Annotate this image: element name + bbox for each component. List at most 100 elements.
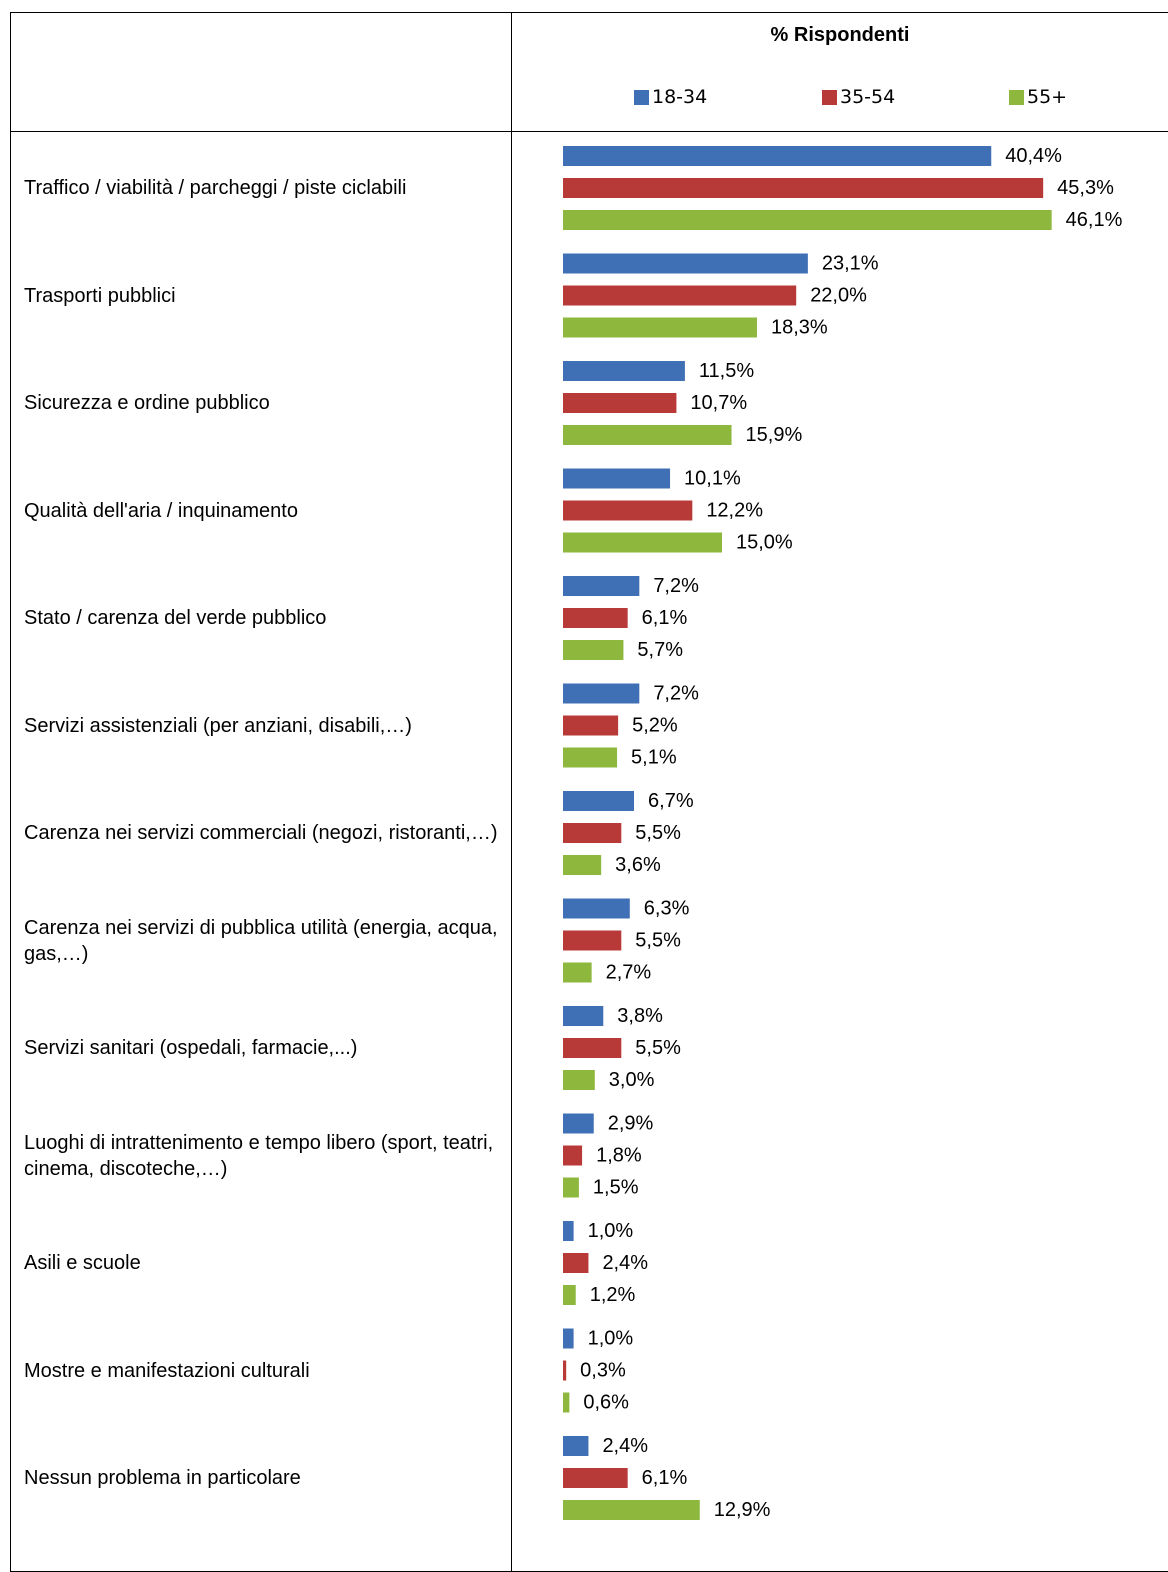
category-label: Sicurezza e ordine pubblico <box>24 392 270 414</box>
data-label: 5,2% <box>632 715 678 737</box>
data-label: 0,3% <box>580 1360 626 1382</box>
bar-18-34 <box>563 1328 574 1349</box>
data-label: 3,6% <box>615 854 661 876</box>
data-label: 2,9% <box>608 1113 654 1135</box>
data-label: 10,7% <box>690 392 747 414</box>
bar-18-34 <box>563 253 808 274</box>
data-label: 6,7% <box>648 790 694 812</box>
bar-55+ <box>563 1285 576 1305</box>
category-label: Stato / carenza del verde pubblico <box>24 607 327 629</box>
legend-item-55: 55+ <box>1009 86 1067 108</box>
data-label: 2,4% <box>602 1252 648 1274</box>
data-label: 1,0% <box>588 1220 634 1242</box>
bar-35-54 <box>563 1145 583 1166</box>
column-divider <box>511 12 512 1572</box>
legend-item-35-54: 35-54 <box>822 86 895 108</box>
category-label: Qualità dell'aria / inquinamento <box>24 499 298 522</box>
bar-35-54 <box>563 500 693 521</box>
chart-title: % Rispondenti <box>770 24 910 46</box>
bar-55+ <box>563 640 624 660</box>
data-label: 2,4% <box>602 1435 648 1457</box>
data-label: 10,1% <box>684 468 741 490</box>
category-label: Traffico / viabilità / parcheggi / piste… <box>24 177 407 199</box>
bar-18-34 <box>563 576 640 596</box>
data-label: 15,0% <box>736 532 793 554</box>
bar-35-54 <box>563 930 622 951</box>
legend-label: 55+ <box>1027 86 1068 108</box>
data-label: 15,9% <box>746 424 803 446</box>
bar-55+ <box>563 210 1052 230</box>
data-label: 0,6% <box>583 1392 629 1414</box>
data-label: 6,1% <box>642 1467 688 1489</box>
category-label: Trasporti pubblici <box>24 284 176 307</box>
data-label: 22,0% <box>810 285 867 307</box>
data-label: 11,5% <box>699 360 754 382</box>
data-label: 18,3% <box>771 317 828 339</box>
bar-35-54 <box>563 285 797 306</box>
bar-35-54 <box>563 823 622 843</box>
data-label: 7,2% <box>653 575 699 597</box>
data-label: 23,1% <box>822 253 879 275</box>
bar-35-54 <box>563 1038 622 1058</box>
data-label: 3,0% <box>609 1069 655 1091</box>
bar-55+ <box>563 317 757 338</box>
bar-18-34 <box>563 361 685 381</box>
data-label: 40,4% <box>1005 145 1062 167</box>
bar-18-34 <box>563 1113 594 1134</box>
data-label: 46,1% <box>1066 209 1123 231</box>
category-label: Nessun problema in particolare <box>24 1467 301 1489</box>
data-label: 1,0% <box>588 1328 634 1350</box>
bar-18-34 <box>563 468 671 489</box>
bar-55+ <box>563 425 732 445</box>
bar-55+ <box>563 855 602 875</box>
legend-label: 35-54 <box>840 86 896 108</box>
category-label: Carenza nei servizi commerciali (negozi,… <box>24 822 498 844</box>
bar-35-54 <box>563 1468 628 1488</box>
data-label: 2,7% <box>606 962 652 984</box>
bar-18-34 <box>563 1436 589 1456</box>
bar-18-34 <box>563 1221 574 1241</box>
bar-35-54 <box>563 715 619 736</box>
bar-35-54 <box>563 1253 589 1273</box>
data-label: 6,1% <box>642 607 688 629</box>
bar-35-54 <box>563 393 677 413</box>
data-label: 12,2% <box>706 500 763 522</box>
data-label: 1,5% <box>593 1177 639 1199</box>
category-label: Mostre e manifestazioni culturali <box>24 1359 310 1382</box>
data-label: 1,2% <box>590 1284 636 1306</box>
header-divider <box>10 131 1168 132</box>
bar-55+ <box>563 1177 579 1198</box>
data-label: 6,3% <box>644 898 690 920</box>
legend-swatch <box>822 89 837 105</box>
category-label: Asili e scuole <box>24 1252 141 1274</box>
category-label: Carenza nei servizi di pubblica utilità … <box>24 916 498 965</box>
bar-18-34 <box>563 146 992 166</box>
bar-35-54 <box>563 1360 567 1381</box>
legend-label: 18-34 <box>652 86 708 108</box>
bar-55+ <box>563 532 722 553</box>
bar-18-34 <box>563 791 635 811</box>
data-label: 5,5% <box>635 930 681 952</box>
data-label: 5,1% <box>631 747 677 769</box>
bar-18-34 <box>563 683 640 704</box>
bar-55+ <box>563 1070 595 1090</box>
bar-35-54 <box>563 608 628 628</box>
legend-item-18-34: 18-34 <box>634 86 707 108</box>
bar-55+ <box>563 962 592 983</box>
data-label: 5,5% <box>635 822 681 844</box>
data-label: 45,3% <box>1057 177 1114 199</box>
legend-swatch <box>634 89 649 105</box>
legend-swatch <box>1009 89 1024 105</box>
data-label: 12,9% <box>714 1499 771 1521</box>
category-label: Servizi assistenziali (per anziani, disa… <box>24 714 412 737</box>
data-label: 3,8% <box>617 1005 663 1027</box>
data-label: 7,2% <box>653 683 699 705</box>
bar-18-34 <box>563 1006 604 1026</box>
category-label: Luoghi di intrattenimento e tempo libero… <box>24 1131 494 1180</box>
data-label: 5,5% <box>635 1037 681 1059</box>
bar-18-34 <box>563 898 630 919</box>
bar-35-54 <box>563 178 1044 198</box>
bar-55+ <box>563 1392 570 1413</box>
category-label: Servizi sanitari (ospedali, farmacie,...… <box>24 1037 358 1059</box>
